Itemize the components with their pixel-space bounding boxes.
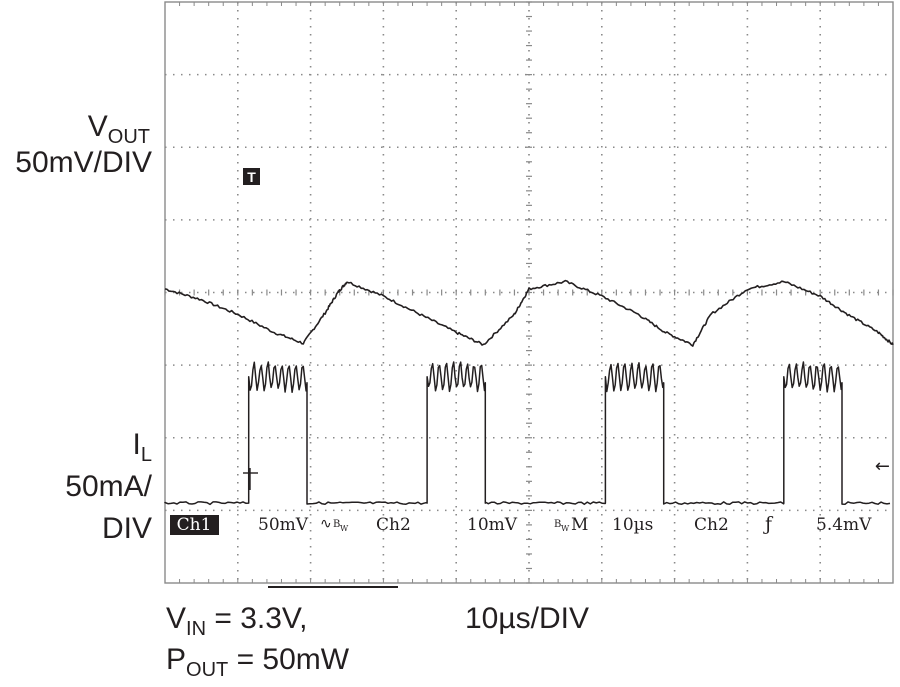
trigger-level: 5.4mV [816, 515, 872, 535]
ch1-badge-box [170, 515, 219, 535]
il-trace [164, 361, 891, 506]
readout-bar: Ch1 50mV ∿ B W Ch2 10mV B W M 10µs Ch2 ƒ 5.4mV [170, 513, 872, 535]
vin-condition: VIN = 3.3V, [166, 602, 308, 646]
vout-trace [164, 279, 894, 347]
traces: T← [164, 168, 894, 588]
ch1-coupling-icon: ∿ [320, 516, 332, 532]
timebase-value: 10µs [612, 515, 653, 535]
vin-sub: IN [186, 618, 207, 640]
ch2-bw-label: B [554, 519, 561, 530]
trigger-source: Ch2 [694, 515, 729, 535]
ch2-scale: 10mV [467, 515, 518, 535]
timebase-m-label: M [571, 515, 588, 535]
il-label: IL [90, 428, 152, 472]
vout-sub: OUT [107, 126, 150, 148]
il-sub: L [140, 444, 152, 466]
vout-name: V [87, 110, 108, 143]
vout-label: VOUT [60, 110, 150, 154]
il-scale-line1: 50mA/ [65, 470, 152, 503]
pout-name: P [166, 643, 187, 676]
ch2-label: Ch2 [376, 515, 411, 535]
ch1-scale: 50mV [258, 515, 309, 535]
pout-condition: POUT = 50mW [166, 643, 349, 687]
vin-name: V [166, 602, 187, 635]
vin-value: = 3.3V, [206, 602, 308, 635]
vout-scale: 50mV/DIV [15, 146, 152, 179]
time-scale: 10µs/DIV [465, 602, 589, 635]
ch2-bw-sub: W [561, 524, 570, 533]
trigger-slope-icon: ƒ [763, 513, 774, 535]
graticule [164, 1, 894, 584]
ch1-bw-sub: W [340, 524, 349, 533]
ch1-bw-label: B [333, 519, 340, 530]
ch1-badge: Ch1 [177, 515, 212, 535]
trigger-level-arrow: ← [875, 456, 890, 477]
pout-sub: OUT [186, 659, 229, 681]
il-scale-line2: DIV [101, 512, 152, 545]
il-name: I [132, 428, 141, 461]
trigger-marker-box [243, 168, 260, 185]
pout-value: = 50mW [228, 643, 350, 676]
trigger-marker: T [247, 169, 256, 185]
